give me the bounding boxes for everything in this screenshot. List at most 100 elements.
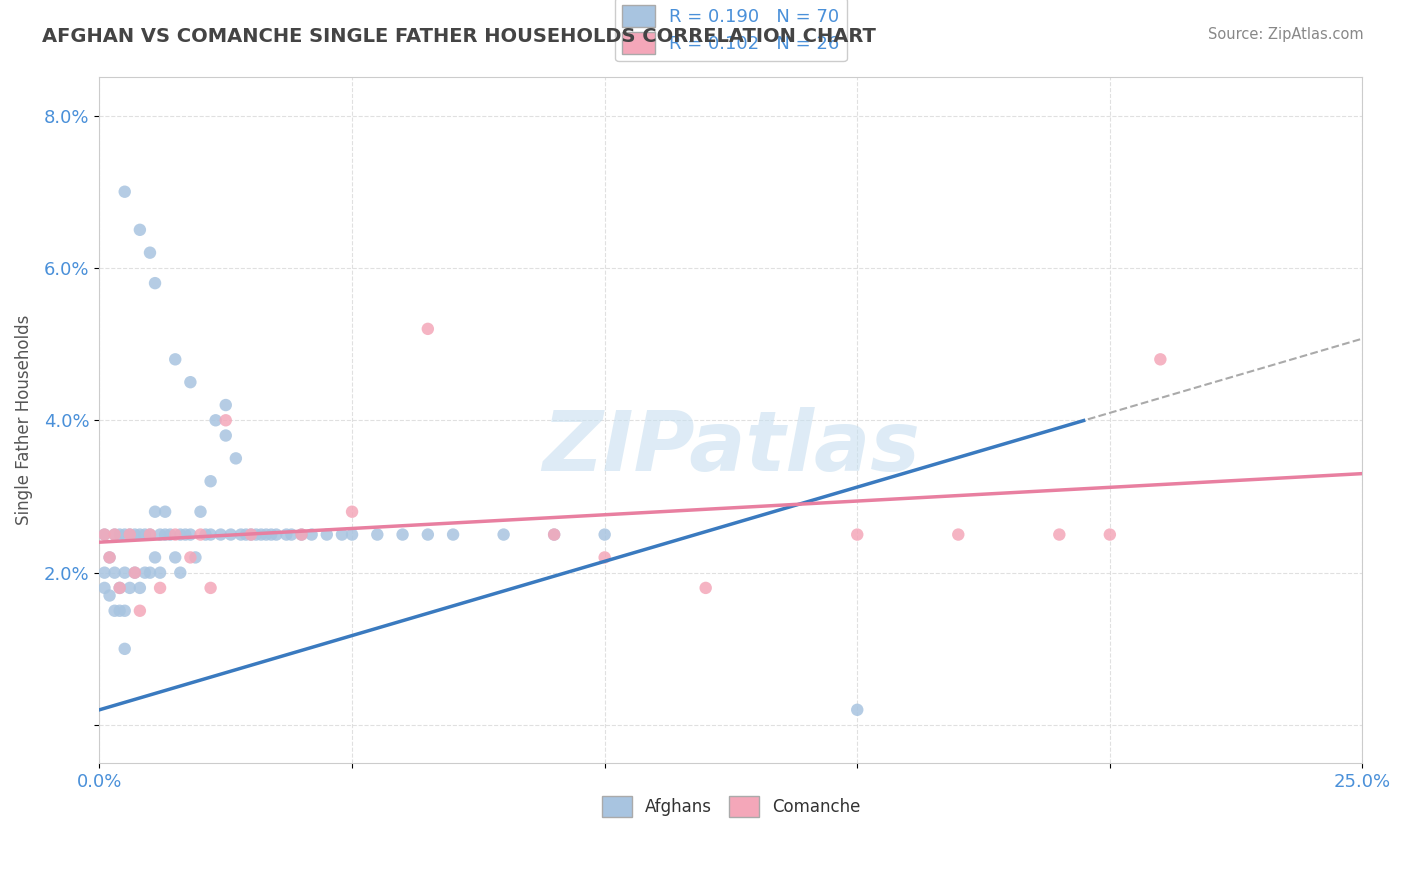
Point — [260, 527, 283, 541]
Point — [948, 527, 970, 541]
Point — [492, 527, 515, 541]
Point — [254, 527, 277, 541]
Point — [174, 527, 197, 541]
Point — [1047, 527, 1070, 541]
Point — [315, 527, 337, 541]
Point — [179, 550, 201, 565]
Point — [543, 527, 565, 541]
Point — [416, 322, 439, 336]
Point — [165, 550, 187, 565]
Point — [179, 375, 201, 389]
Point — [200, 527, 222, 541]
Point — [204, 413, 226, 427]
Point — [159, 527, 181, 541]
Point — [114, 566, 136, 580]
Point — [184, 550, 207, 565]
Point — [124, 527, 146, 541]
Point — [846, 527, 869, 541]
Point — [104, 566, 127, 580]
Point — [280, 527, 302, 541]
Point — [124, 566, 146, 580]
Point — [108, 581, 131, 595]
Point — [114, 641, 136, 656]
Point — [200, 475, 222, 489]
Y-axis label: Single Father Households: Single Father Households — [15, 315, 32, 525]
Point — [593, 527, 616, 541]
Point — [165, 527, 187, 541]
Point — [93, 527, 115, 541]
Point — [108, 527, 131, 541]
Point — [114, 604, 136, 618]
Point — [128, 223, 150, 237]
Point — [153, 527, 176, 541]
Point — [93, 566, 115, 580]
Point — [290, 527, 312, 541]
Point — [179, 527, 201, 541]
Point — [190, 505, 212, 519]
Point — [391, 527, 413, 541]
Point — [108, 604, 131, 618]
Point — [93, 527, 115, 541]
Point — [301, 527, 323, 541]
Point — [128, 604, 150, 618]
Text: ZIPatlas: ZIPatlas — [541, 408, 920, 488]
Point — [290, 527, 312, 541]
Point — [1098, 527, 1121, 541]
Point — [366, 527, 388, 541]
Point — [240, 527, 263, 541]
Point — [330, 527, 353, 541]
Point — [149, 566, 172, 580]
Legend: Afghans, Comanche: Afghans, Comanche — [595, 789, 868, 823]
Point — [250, 527, 273, 541]
Point — [139, 245, 162, 260]
Point — [93, 581, 115, 595]
Point — [118, 527, 141, 541]
Point — [235, 527, 257, 541]
Point — [200, 581, 222, 595]
Point — [128, 527, 150, 541]
Point — [98, 550, 121, 565]
Point — [139, 527, 162, 541]
Point — [134, 527, 156, 541]
Point — [153, 505, 176, 519]
Point — [104, 604, 127, 618]
Point — [225, 451, 247, 466]
Point — [134, 566, 156, 580]
Point — [215, 398, 238, 412]
Point — [264, 527, 287, 541]
Point — [98, 589, 121, 603]
Point — [143, 550, 166, 565]
Point — [695, 581, 717, 595]
Point — [276, 527, 298, 541]
Point — [98, 550, 121, 565]
Point — [194, 527, 217, 541]
Point — [416, 527, 439, 541]
Point — [219, 527, 242, 541]
Point — [543, 527, 565, 541]
Point — [114, 185, 136, 199]
Point — [1149, 352, 1171, 367]
Point — [441, 527, 464, 541]
Point — [340, 527, 363, 541]
Point — [143, 505, 166, 519]
Point — [229, 527, 252, 541]
Point — [245, 527, 267, 541]
Point — [165, 352, 187, 367]
Point — [240, 527, 263, 541]
Point — [118, 527, 141, 541]
Point — [114, 527, 136, 541]
Point — [169, 566, 191, 580]
Point — [104, 527, 127, 541]
Point — [108, 581, 131, 595]
Text: AFGHAN VS COMANCHE SINGLE FATHER HOUSEHOLDS CORRELATION CHART: AFGHAN VS COMANCHE SINGLE FATHER HOUSEHO… — [42, 27, 876, 45]
Point — [209, 527, 232, 541]
Point — [149, 527, 172, 541]
Point — [118, 581, 141, 595]
Text: Source: ZipAtlas.com: Source: ZipAtlas.com — [1208, 27, 1364, 42]
Point — [593, 550, 616, 565]
Point — [340, 505, 363, 519]
Point — [128, 581, 150, 595]
Point — [139, 566, 162, 580]
Point — [846, 703, 869, 717]
Point — [190, 527, 212, 541]
